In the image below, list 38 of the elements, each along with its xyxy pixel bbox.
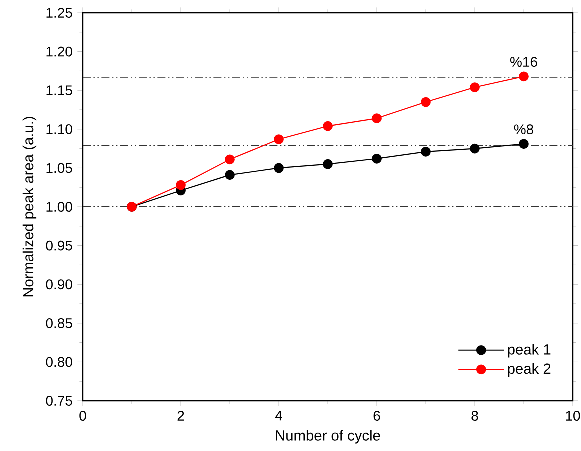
y-tick-label: 0.85: [46, 318, 72, 328]
y-tick-label: 1.05: [46, 163, 72, 174]
x-tick-label: 10: [566, 411, 580, 421]
y-tick-label: 1.10: [46, 124, 72, 134]
y-tick-label: 1.00: [46, 202, 72, 212]
annotation: %8: [514, 124, 534, 135]
point: [421, 97, 431, 108]
point: [176, 180, 186, 190]
annotation: %16: [510, 57, 538, 68]
y-tick-label: 0.75: [46, 396, 72, 406]
point: [323, 121, 333, 132]
point: [225, 170, 235, 180]
point: [470, 82, 480, 92]
y-axis-title: Normalized peak area (a.u.): [22, 117, 37, 297]
x-axis-title: Number of cycle: [276, 430, 380, 444]
y-tick-label: 0.80: [46, 357, 72, 368]
point: [372, 154, 382, 164]
x-tick-label: 4: [275, 411, 282, 421]
y-tick-label: 0.90: [46, 280, 72, 290]
point: [274, 134, 284, 144]
y-tick-label: 1.25: [46, 8, 72, 18]
y-tick-label: 1.15: [46, 86, 72, 96]
legend-label: peak 1: [508, 344, 551, 358]
x-tick-label: 0: [80, 411, 86, 421]
point: [519, 72, 529, 82]
x-tick-label: 8: [472, 411, 478, 421]
y-tick-label: 0.95: [46, 240, 72, 251]
point: [421, 146, 431, 157]
point: [225, 154, 235, 165]
y-tick-label: 1.20: [46, 46, 72, 57]
point: [470, 144, 480, 154]
point: [372, 114, 382, 124]
point: [323, 159, 333, 170]
point: [519, 139, 529, 150]
legend-label: peak 2: [508, 363, 551, 378]
x-tick-label: 2: [178, 411, 184, 421]
x-tick-label: 6: [374, 411, 380, 421]
point: [274, 163, 284, 174]
